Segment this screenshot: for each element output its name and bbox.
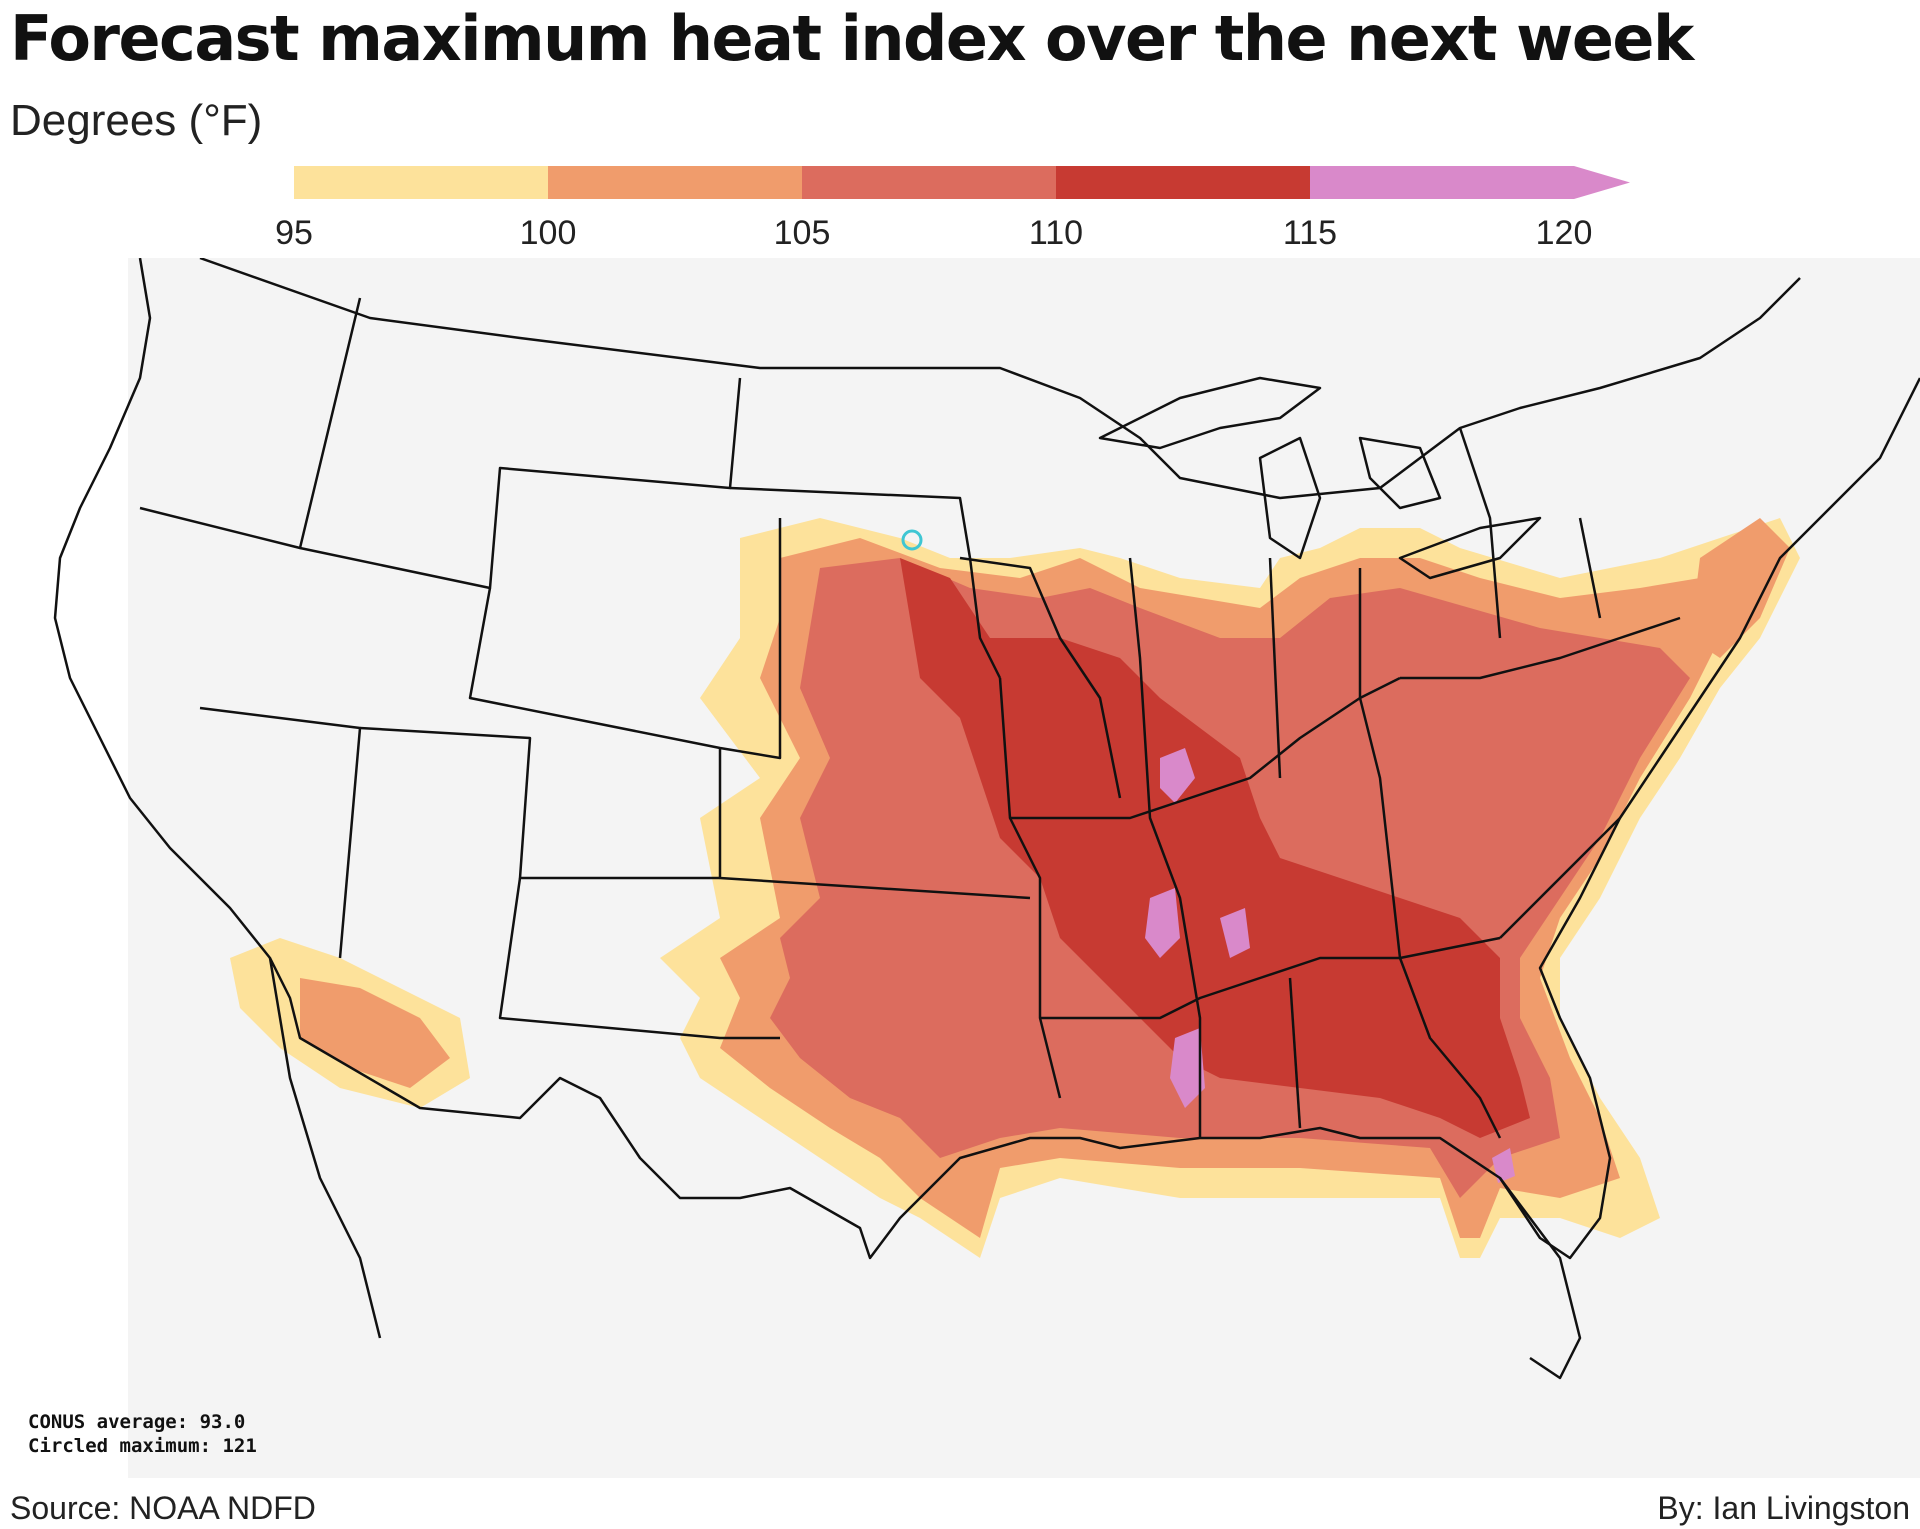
color-legend: 95 100 105 110 115 120	[275, 166, 1634, 256]
state-line	[1128, 557, 1202, 1138]
author-byline: By: Ian Livingston	[1657, 1490, 1910, 1526]
state-line	[1268, 557, 1282, 779]
map-stats: CONUS average: 93.0 Circled maximum: 121	[28, 1410, 257, 1458]
legend-tick-110: 110	[1028, 214, 1084, 252]
state-borders	[53, 256, 1920, 1380]
us-map-svg	[53, 256, 1920, 1478]
conus-average: CONUS average: 93.0	[28, 1411, 246, 1433]
legend-tick-100: 100	[519, 214, 577, 252]
us-outline	[53, 257, 1920, 1260]
state-line	[959, 556, 1122, 799]
heat-shading	[230, 518, 1800, 1258]
legend-swatch-110-115	[1056, 166, 1310, 199]
mexico-coast	[268, 957, 382, 1339]
state-line	[1358, 568, 1402, 959]
legend-swatch-95-100	[294, 166, 548, 199]
great-lakes	[1398, 516, 1542, 580]
legend-tick-120: 120	[1535, 214, 1593, 252]
state-line	[1499, 817, 1621, 939]
great-lakes	[1358, 436, 1442, 510]
page-title: Forecast maximum heat index over the nex…	[10, 2, 1694, 75]
heat-index-map	[0, 256, 1920, 1478]
state-line	[1400, 616, 1681, 680]
circled-maximum: Circled maximum: 121	[28, 1435, 257, 1457]
source-credit: Source: NOAA NDFD	[10, 1490, 316, 1526]
heat-zone-115	[1145, 888, 1180, 958]
heat-zone-115	[1492, 1148, 1515, 1183]
heat-zone-110	[900, 558, 1530, 1138]
state-line	[359, 726, 720, 880]
state-line	[1398, 957, 1502, 1139]
legend-tick-115: 115	[1282, 214, 1338, 252]
legend-tick-95: 95	[275, 214, 313, 252]
legend-swatch-115-plus-arrow	[1310, 166, 1630, 199]
state-line	[498, 877, 780, 1040]
state-line	[729, 486, 1002, 679]
state-line	[299, 377, 742, 590]
heat-zone-100-northeast	[1690, 518, 1790, 658]
florida	[1499, 1177, 1582, 1380]
legend-swatch-100-105	[548, 166, 802, 199]
state-line	[1458, 427, 1502, 639]
maximum-marker	[901, 529, 923, 551]
legend-swatch-105-110	[802, 166, 1056, 199]
page-subtitle: Degrees (°F)	[10, 96, 263, 145]
canada-border	[199, 256, 1801, 500]
legend-bar	[294, 166, 1630, 199]
state-line	[1288, 977, 1302, 1129]
great-lakes	[1258, 436, 1322, 560]
heat-zone-115	[1170, 1028, 1205, 1108]
great-lakes	[1098, 376, 1322, 450]
state-line	[998, 677, 1062, 1099]
state-line	[1578, 517, 1602, 619]
legend-tick-105: 105	[773, 214, 831, 252]
heat-zone-115	[1220, 908, 1250, 958]
heat-zone-115	[1160, 748, 1195, 803]
